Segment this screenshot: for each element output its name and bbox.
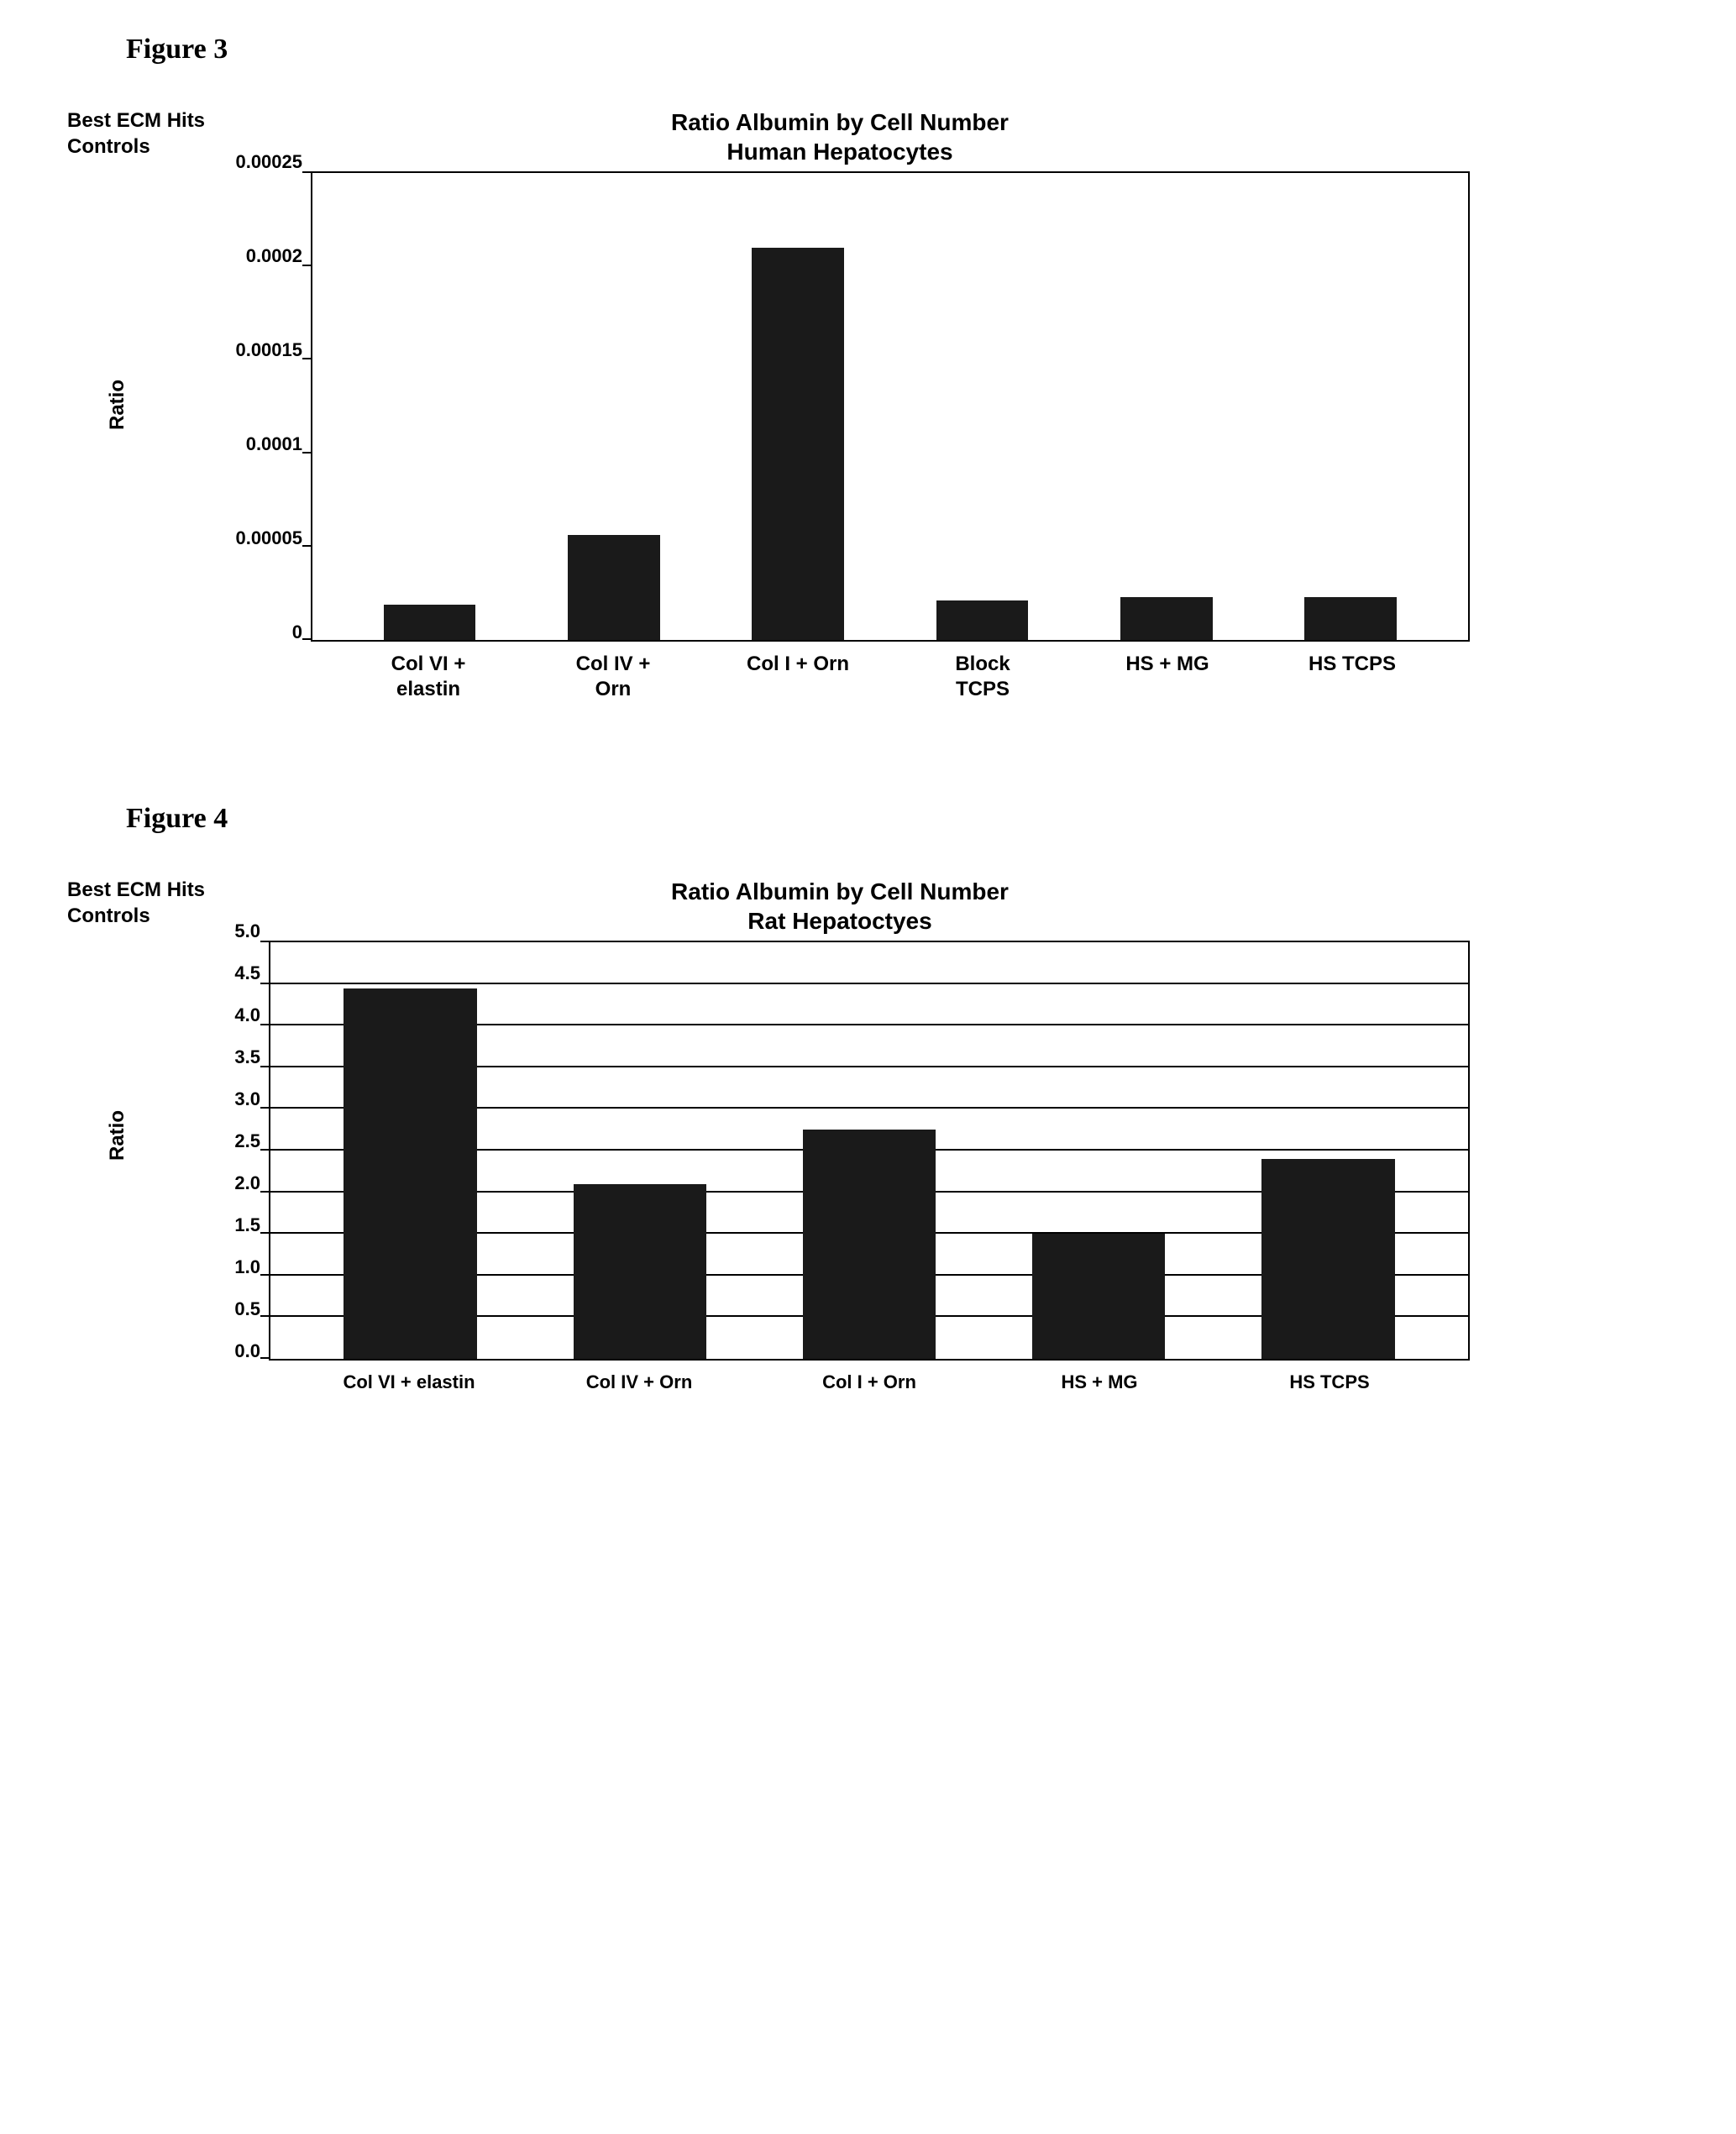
- plot-area: [311, 171, 1470, 642]
- bar: [1120, 597, 1213, 640]
- y-axis-label: Ratio: [106, 1110, 129, 1161]
- side-label: Best ECM Hits Controls: [67, 877, 205, 929]
- x-label: Col I + Orn: [705, 652, 890, 702]
- figure-heading: Figure 4: [126, 803, 1686, 835]
- chart-outer: Best ECM Hits ControlsRatio Albumin by C…: [67, 107, 1686, 702]
- x-label: Col VI + elastin: [294, 1371, 524, 1394]
- bar-slot: [522, 173, 705, 640]
- y-tickmark: [302, 545, 312, 547]
- x-label: Col VI + elastin: [336, 652, 521, 702]
- figure-block: Figure 4 Best ECM Hits ControlsRatio Albu…: [50, 803, 1686, 1394]
- plot-area: [269, 941, 1470, 1361]
- x-label: HS TCPS: [1260, 652, 1445, 702]
- y-tickmark: [260, 1024, 270, 1025]
- plot-row: 5.04.54.03.53.02.52.01.51.00.50.0: [210, 941, 1470, 1361]
- bar: [803, 1130, 936, 1359]
- figure-heading: Figure 3: [126, 34, 1686, 66]
- bar: [568, 535, 660, 640]
- y-tickmark: [302, 452, 312, 454]
- y-tickmark: [260, 1191, 270, 1193]
- chart-title: Ratio Albumin by Cell Number Human Hepat…: [210, 107, 1470, 166]
- bar: [752, 248, 844, 640]
- bar-slot: [754, 942, 983, 1359]
- y-tickmark: [260, 1107, 270, 1109]
- y-tickmark: [302, 638, 312, 640]
- bar: [1261, 1159, 1394, 1359]
- bar-slot: [984, 942, 1214, 1359]
- y-tickmark: [260, 1232, 270, 1234]
- bars-layer: [270, 942, 1468, 1359]
- figure-block: Figure 3 Best ECM Hits ControlsRatio Albu…: [50, 34, 1686, 702]
- side-label: Best ECM Hits Controls: [67, 107, 205, 160]
- bar-slot: [890, 173, 1074, 640]
- y-axis-label: Ratio: [106, 380, 129, 430]
- y-tickmark: [260, 1315, 270, 1317]
- chart-outer: Best ECM Hits ControlsRatio Albumin by C…: [67, 877, 1686, 1394]
- x-label: Col IV + Orn: [524, 1371, 754, 1394]
- y-tickmark: [260, 1149, 270, 1151]
- chart-title: Ratio Albumin by Cell Number Rat Hepatoc…: [210, 877, 1470, 936]
- page-root: Figure 3Best ECM Hits ControlsRatio Albu…: [50, 34, 1686, 1394]
- x-label: HS + MG: [984, 1371, 1214, 1394]
- bar: [936, 600, 1029, 640]
- y-tick-column: 5.04.54.03.53.02.52.01.51.00.50.0: [210, 941, 269, 1361]
- bar: [344, 988, 476, 1359]
- y-tickmark: [260, 983, 270, 984]
- plot-wrap: Ratio Albumin by Cell Number Human Hepat…: [210, 107, 1470, 702]
- x-label: Block TCPS: [890, 652, 1075, 702]
- x-labels-row: Col VI + elastinCol IV + OrnCol I + OrnH…: [269, 1361, 1470, 1394]
- x-label: HS + MG: [1075, 652, 1260, 702]
- y-tick-column: 0.000250.00020.000150.00010.000050: [210, 171, 311, 642]
- bar-slot: [338, 173, 522, 640]
- bar: [1304, 597, 1397, 640]
- plot-wrap: Ratio Albumin by Cell Number Rat Hepatoc…: [210, 877, 1470, 1394]
- x-label: Col IV + Orn: [521, 652, 705, 702]
- bar: [574, 1184, 706, 1359]
- y-tickmark: [302, 265, 312, 266]
- bars-layer: [312, 173, 1468, 640]
- bar-slot: [1074, 173, 1258, 640]
- bar: [384, 605, 476, 640]
- y-tickmark: [260, 1066, 270, 1067]
- bar-slot: [296, 942, 525, 1359]
- x-label: HS TCPS: [1214, 1371, 1445, 1394]
- y-tickmark: [302, 358, 312, 359]
- x-labels-row: Col VI + elastinCol IV + OrnCol I + OrnB…: [311, 642, 1470, 702]
- bar-slot: [1259, 173, 1443, 640]
- bar-slot: [1214, 942, 1443, 1359]
- y-tickmark: [302, 171, 312, 173]
- y-tickmark: [260, 1357, 270, 1359]
- bar-slot: [706, 173, 890, 640]
- y-tickmark: [260, 1274, 270, 1276]
- bar-slot: [525, 942, 754, 1359]
- bar: [1032, 1234, 1165, 1359]
- plot-row: 0.000250.00020.000150.00010.000050: [210, 171, 1470, 642]
- y-tickmark: [260, 941, 270, 942]
- x-label: Col I + Orn: [754, 1371, 984, 1394]
